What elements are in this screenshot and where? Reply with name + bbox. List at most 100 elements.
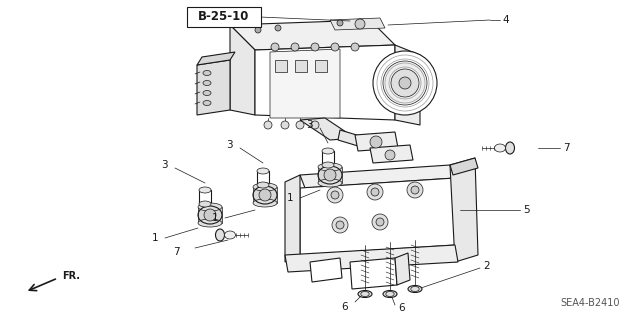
Ellipse shape xyxy=(216,229,225,241)
Polygon shape xyxy=(255,45,395,120)
Ellipse shape xyxy=(199,187,211,193)
Polygon shape xyxy=(355,132,398,151)
Circle shape xyxy=(399,77,411,89)
Polygon shape xyxy=(300,178,455,255)
Circle shape xyxy=(383,61,427,105)
Ellipse shape xyxy=(358,291,372,298)
Ellipse shape xyxy=(203,70,211,76)
Ellipse shape xyxy=(257,168,269,174)
Text: 1: 1 xyxy=(286,193,293,203)
Polygon shape xyxy=(230,20,395,50)
Polygon shape xyxy=(318,167,342,183)
Ellipse shape xyxy=(203,100,211,106)
Text: 5: 5 xyxy=(523,205,530,215)
Polygon shape xyxy=(315,60,327,72)
Circle shape xyxy=(370,136,382,148)
Polygon shape xyxy=(350,258,397,289)
Circle shape xyxy=(291,43,299,51)
Polygon shape xyxy=(199,190,211,204)
Ellipse shape xyxy=(318,179,342,187)
Polygon shape xyxy=(253,187,277,203)
Text: 4: 4 xyxy=(502,15,509,25)
Text: B-25-10: B-25-10 xyxy=(198,11,250,24)
Text: 7: 7 xyxy=(173,247,180,257)
Ellipse shape xyxy=(199,201,211,207)
Ellipse shape xyxy=(253,183,277,191)
Circle shape xyxy=(332,217,348,233)
Text: 6: 6 xyxy=(341,302,348,312)
Text: 7: 7 xyxy=(563,143,570,153)
Polygon shape xyxy=(338,130,380,152)
Circle shape xyxy=(327,187,343,203)
Polygon shape xyxy=(450,158,478,262)
Polygon shape xyxy=(310,258,342,282)
Circle shape xyxy=(281,121,289,129)
Circle shape xyxy=(372,214,388,230)
Ellipse shape xyxy=(383,291,397,298)
Circle shape xyxy=(336,221,344,229)
Text: 2: 2 xyxy=(483,261,490,271)
Ellipse shape xyxy=(225,231,236,239)
Text: 3: 3 xyxy=(227,140,233,150)
Ellipse shape xyxy=(495,144,506,152)
Polygon shape xyxy=(330,18,385,30)
Circle shape xyxy=(337,20,343,26)
Circle shape xyxy=(355,19,365,29)
Text: SEA4-B2410: SEA4-B2410 xyxy=(561,298,620,308)
Polygon shape xyxy=(395,45,420,125)
Polygon shape xyxy=(197,52,235,65)
Ellipse shape xyxy=(253,199,277,207)
Polygon shape xyxy=(285,245,458,272)
Circle shape xyxy=(407,182,423,198)
Circle shape xyxy=(411,186,419,194)
Circle shape xyxy=(296,121,304,129)
Ellipse shape xyxy=(198,203,222,211)
Ellipse shape xyxy=(322,162,334,168)
Ellipse shape xyxy=(506,142,515,154)
Ellipse shape xyxy=(198,219,222,227)
Circle shape xyxy=(311,43,319,51)
Polygon shape xyxy=(275,60,287,72)
Ellipse shape xyxy=(203,91,211,95)
Polygon shape xyxy=(450,158,478,175)
Ellipse shape xyxy=(408,286,422,293)
Polygon shape xyxy=(300,165,455,188)
Text: FR.: FR. xyxy=(62,271,80,281)
Text: 3: 3 xyxy=(161,160,168,170)
Text: 1: 1 xyxy=(211,213,218,223)
Circle shape xyxy=(367,184,383,200)
Polygon shape xyxy=(257,171,269,185)
Circle shape xyxy=(376,218,384,226)
Circle shape xyxy=(331,43,339,51)
Ellipse shape xyxy=(322,148,334,154)
Circle shape xyxy=(264,121,272,129)
Circle shape xyxy=(373,51,437,115)
Circle shape xyxy=(259,189,271,201)
Circle shape xyxy=(357,19,363,25)
Ellipse shape xyxy=(257,182,269,188)
Circle shape xyxy=(275,25,281,31)
Text: 3: 3 xyxy=(307,120,313,130)
Circle shape xyxy=(391,69,419,97)
Ellipse shape xyxy=(203,80,211,85)
Polygon shape xyxy=(198,207,222,223)
Circle shape xyxy=(255,27,261,33)
Polygon shape xyxy=(197,60,230,115)
Circle shape xyxy=(311,121,319,129)
Polygon shape xyxy=(270,49,340,118)
Polygon shape xyxy=(395,253,410,285)
Circle shape xyxy=(351,43,359,51)
Polygon shape xyxy=(230,25,255,115)
Polygon shape xyxy=(370,145,413,163)
Circle shape xyxy=(204,209,216,221)
Text: 6: 6 xyxy=(398,303,404,313)
Polygon shape xyxy=(285,175,300,262)
Polygon shape xyxy=(300,118,355,140)
Circle shape xyxy=(331,191,339,199)
Circle shape xyxy=(371,188,379,196)
Circle shape xyxy=(324,169,336,181)
Circle shape xyxy=(385,150,395,160)
Circle shape xyxy=(271,43,279,51)
Polygon shape xyxy=(322,151,334,165)
Text: 1: 1 xyxy=(152,233,158,243)
